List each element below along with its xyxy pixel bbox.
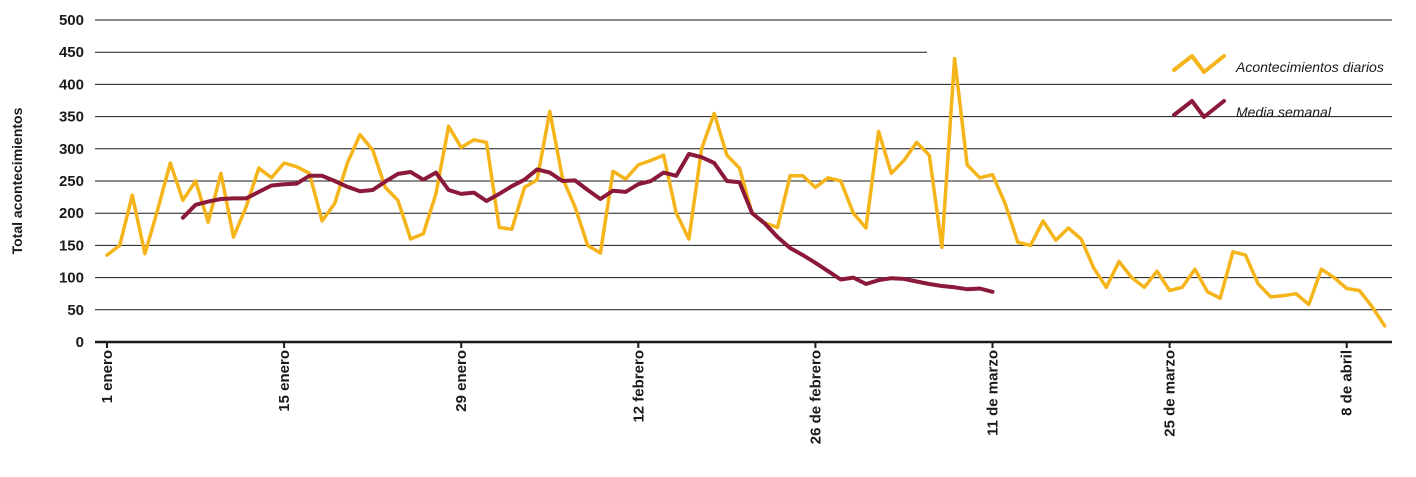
y-tick-label: 250 — [59, 173, 84, 190]
x-tick-label: 25 de marzo — [1162, 350, 1179, 437]
weekly-legend-swatch — [1172, 99, 1226, 119]
y-tick-label: 300 — [59, 141, 84, 158]
daily-legend-swatch — [1172, 54, 1226, 74]
y-axis-label: Total acontecimientos — [9, 107, 25, 254]
y-axis-ticks: 0 50 100 150 200 250 300 350 400 450 500 — [59, 12, 84, 351]
x-tick-label: 26 de febrero — [807, 350, 824, 444]
x-tick-label: 11 de marzo — [985, 350, 1002, 436]
y-tick-label: 100 — [59, 270, 84, 287]
legend: Acontecimientos diarios Media semanal — [1172, 54, 1384, 120]
legend-label: Acontecimientos diarios — [1235, 59, 1384, 75]
y-tick-label: 450 — [59, 44, 84, 61]
legend-label: Media semanal — [1236, 104, 1332, 120]
x-tick-label: 12 febrero — [630, 350, 647, 423]
y-tick-label: 400 — [59, 76, 84, 93]
y-tick-label: 200 — [59, 205, 84, 222]
y-tick-label: 500 — [59, 12, 84, 29]
y-tick-label: 350 — [59, 109, 84, 126]
x-tick-label: 8 de abril — [1339, 350, 1356, 416]
y-tick-label: 150 — [59, 237, 84, 254]
y-tick-label: 0 — [76, 334, 84, 351]
weekly-average-line — [180, 152, 995, 294]
series-lines — [105, 56, 1387, 328]
x-tick-label: 15 enero — [276, 350, 293, 412]
x-tick-label: 29 enero — [453, 350, 470, 412]
x-axis: 1 enero 15 enero 29 enero 12 febrero 26 de f… — [95, 340, 1392, 444]
daily-events-line — [105, 56, 1387, 328]
y-tick-label: 50 — [67, 302, 84, 319]
x-tick-label: 1 enero — [99, 350, 116, 403]
